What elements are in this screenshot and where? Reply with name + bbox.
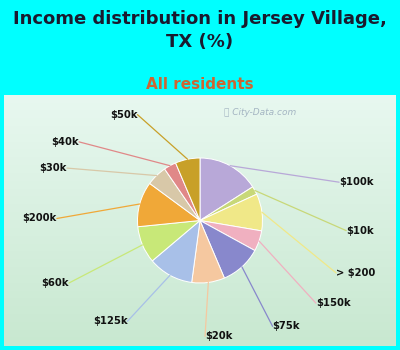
Text: $125k: $125k bbox=[93, 316, 128, 326]
Wedge shape bbox=[200, 220, 262, 251]
Text: All residents: All residents bbox=[146, 77, 254, 92]
Wedge shape bbox=[200, 187, 257, 220]
Wedge shape bbox=[176, 158, 200, 220]
Text: $50k: $50k bbox=[110, 110, 138, 120]
Wedge shape bbox=[138, 220, 200, 261]
Text: Income distribution in Jersey Village,
TX (%): Income distribution in Jersey Village, T… bbox=[13, 10, 387, 51]
Text: $75k: $75k bbox=[272, 321, 300, 331]
Wedge shape bbox=[200, 158, 253, 220]
Wedge shape bbox=[165, 163, 200, 220]
Text: $40k: $40k bbox=[52, 137, 79, 147]
Text: $10k: $10k bbox=[346, 226, 374, 236]
Text: > $200: > $200 bbox=[336, 268, 375, 278]
Wedge shape bbox=[200, 194, 262, 231]
Wedge shape bbox=[200, 220, 255, 278]
Wedge shape bbox=[152, 220, 200, 282]
Wedge shape bbox=[150, 169, 200, 220]
Text: $60k: $60k bbox=[42, 278, 69, 288]
Wedge shape bbox=[138, 183, 200, 227]
Text: $100k: $100k bbox=[339, 177, 374, 187]
Text: $20k: $20k bbox=[205, 331, 232, 341]
Text: ⓘ City-Data.com: ⓘ City-Data.com bbox=[224, 107, 296, 117]
Text: $150k: $150k bbox=[316, 298, 350, 308]
Wedge shape bbox=[192, 220, 224, 283]
Text: $30k: $30k bbox=[40, 163, 67, 173]
Text: $200k: $200k bbox=[23, 214, 57, 224]
